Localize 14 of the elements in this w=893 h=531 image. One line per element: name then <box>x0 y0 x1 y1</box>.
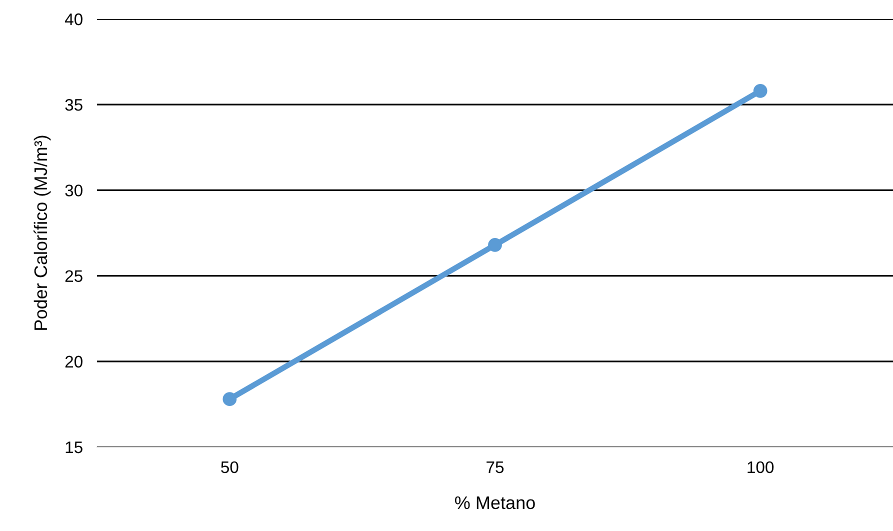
y-tick-label: 20 <box>65 356 82 368</box>
point <box>753 84 768 98</box>
x-tick-label: 75 <box>486 462 504 474</box>
point <box>488 238 502 252</box>
y-tick-label: 15 <box>66 442 82 454</box>
x-axis-title: % Metano <box>455 496 535 510</box>
y-tick-label: 40 <box>64 13 82 26</box>
y-tick-label: 25 <box>65 270 82 282</box>
x-tick-label: 100 <box>748 461 774 474</box>
point <box>222 392 237 406</box>
y-axis-title: Poder Calorífico (MJ/m³) <box>34 136 51 330</box>
x-tick-label: 50 <box>221 461 238 474</box>
y-tick-label: 30 <box>65 184 82 196</box>
y-tick-label: 35 <box>65 99 82 111</box>
